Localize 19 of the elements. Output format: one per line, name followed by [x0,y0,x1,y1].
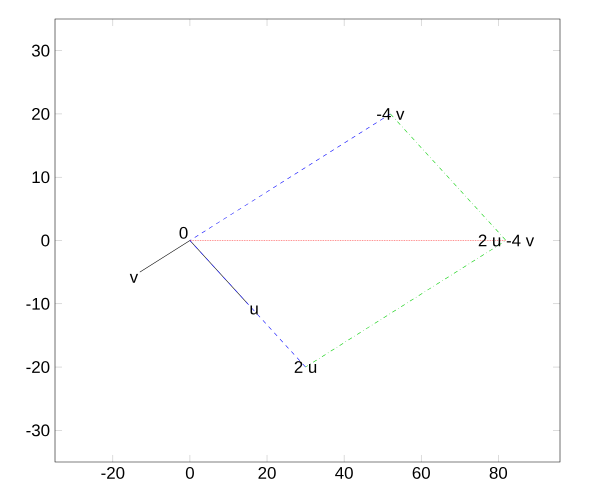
y-tick-label: 10 [32,171,50,184]
x-tick-label: 80 [490,466,508,479]
x-tick-label: 20 [258,466,276,479]
y-tick-label: -20 [26,361,50,374]
annotation: u [250,305,258,315]
x-tick-label: -20 [101,466,124,479]
annotation: v [130,274,138,283]
x-tick-label: 0 [186,466,194,479]
y-tick-label: 0 [41,234,50,246]
x-tick-label: 40 [335,466,353,479]
y-tick-label: 30 [32,44,50,57]
y-tick-label: 20 [32,108,50,120]
annotation: 2 u [294,361,316,374]
y-tick-label: -30 [26,424,50,436]
annotation: 0 [180,226,188,239]
y-tick-label: -10 [26,298,50,310]
annotation: 2 u -4 v [478,234,534,246]
x-tick-label: 60 [412,466,430,479]
annotation: -4 v [377,108,404,120]
